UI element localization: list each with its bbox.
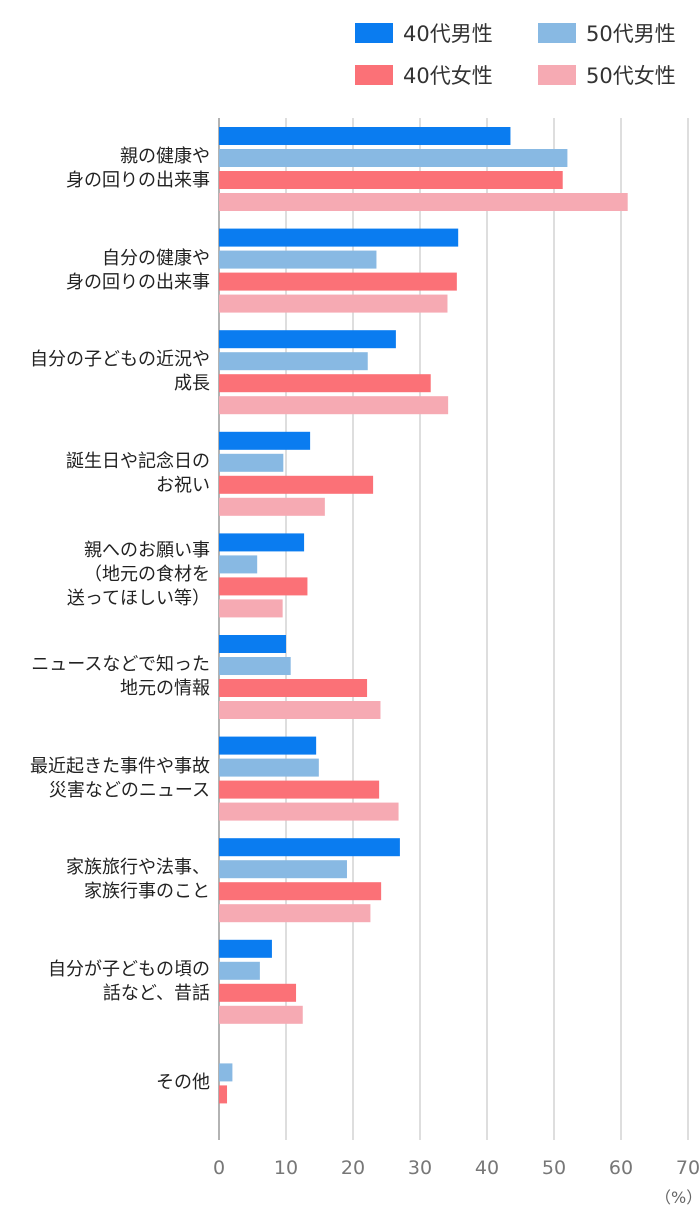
bar-series0-cat1	[219, 228, 459, 247]
bar-series2-cat3	[219, 475, 374, 494]
bar-series2-cat6	[219, 780, 380, 799]
bar-series1-cat8	[219, 961, 260, 980]
bar-series3-cat4	[219, 599, 283, 618]
bar-series2-cat5	[219, 679, 368, 697]
x-tick-label: 0	[213, 1157, 225, 1179]
chart-legend: 40代男性 50代男性 40代女性 50代女性	[355, 18, 700, 90]
category-label-line: 家族行事のこと	[84, 881, 210, 903]
category-label-line: 送ってほしい等）	[66, 588, 210, 610]
legend-item-50s-female: 50代女性	[538, 60, 676, 90]
bar-series1-cat9	[219, 1063, 233, 1082]
bar-series1-cat4	[219, 555, 258, 574]
x-axis-unit: （%）	[655, 1188, 700, 1207]
bar-series2-cat2	[219, 374, 431, 393]
bar-series1-cat5	[219, 657, 291, 675]
bar-series1-cat2	[219, 352, 368, 371]
category-label: ニュースなどで知った地元の情報	[31, 653, 210, 701]
bar-series3-cat8	[219, 1005, 303, 1024]
bar-series3-cat6	[219, 802, 399, 821]
bar-series3-cat3	[219, 497, 325, 516]
bar-series3-cat0	[219, 193, 628, 211]
bar-series3-cat2	[219, 396, 449, 415]
category-label-line: ニュースなどで知った	[31, 654, 210, 675]
category-label: その他	[156, 1071, 210, 1095]
bar-series2-cat4	[219, 577, 308, 596]
category-label-line: 親の健康や	[120, 146, 210, 167]
category-label-line: 災害などのニュース	[48, 779, 210, 801]
category-label-line: 自分の健康や	[102, 247, 210, 269]
category-label-line: 自分の子どもの近況や	[30, 349, 210, 371]
bar-series2-cat8	[219, 983, 297, 1002]
category-label-line: 身の回りの出来事	[66, 271, 210, 293]
x-tick-label: 30	[408, 1157, 432, 1179]
category-label-line: 家族旅行や法事、	[66, 857, 210, 879]
x-tick-label: 20	[341, 1157, 365, 1179]
bar-series1-cat3	[219, 453, 284, 472]
bar-series1-cat6	[219, 758, 319, 777]
category-label-line: 成長	[174, 373, 210, 395]
bar-series1-cat1	[219, 250, 377, 269]
bar-series3-cat1	[219, 294, 448, 313]
category-label-line: 誕生日や記念日の	[66, 450, 210, 472]
category-label-line: 最近起きた事件や事故	[30, 755, 210, 777]
x-tick-label: 10	[274, 1157, 298, 1179]
x-tick-label: 60	[609, 1157, 633, 1179]
bar-series2-cat9	[219, 1085, 228, 1104]
category-label: 家族旅行や法事、 家族行事のこと	[66, 856, 210, 904]
bar-series3-cat5	[219, 701, 381, 719]
legend-label-40s-male: 40代男性	[403, 22, 493, 46]
legend-label-40s-female: 40代女性	[403, 64, 493, 88]
legend-label-50s-male: 50代男性	[586, 22, 676, 46]
category-label-line: 親へのお願い事	[84, 540, 210, 562]
category-label: 親へのお願い事 （地元の食材を 送ってほしい等）	[67, 539, 210, 611]
bar-series0-cat7	[219, 838, 400, 857]
legend-swatch-40s-male	[355, 23, 393, 43]
category-label-line: 地元の情報	[120, 678, 210, 699]
bar-series0-cat6	[219, 736, 317, 755]
x-tick-label: 70	[676, 1157, 700, 1179]
category-label-line: （地元の食材を	[84, 564, 210, 586]
legend-item-50s-male: 50代男性	[538, 18, 676, 48]
category-label: 自分の子どもの近況や 成長	[30, 348, 210, 396]
legend-item-40s-male: 40代男性	[355, 18, 493, 48]
x-tick-label: 40	[475, 1157, 499, 1179]
bar-series3-cat7	[219, 904, 371, 923]
bar-series0-cat8	[219, 939, 272, 958]
bar-series0-cat2	[219, 330, 396, 349]
bar-series0-cat4	[219, 533, 305, 552]
legend-swatch-40s-female	[355, 65, 393, 85]
bar-series1-cat7	[219, 860, 347, 879]
bar-series2-cat1	[219, 272, 457, 291]
category-label: 自分が子どもの頃の 話など、昔話	[48, 958, 210, 1006]
category-label: 誕生日や記念日の お祝い	[66, 450, 210, 498]
category-label-line: 話など、昔話	[102, 982, 210, 1004]
category-label: 親の健康や身の回りの出来事	[66, 145, 210, 193]
category-label: 最近起きた事件や事故 災害などのニュース	[30, 755, 210, 803]
category-label: 自分の健康や 身の回りの出来事	[66, 247, 210, 295]
bar-series0-cat0	[219, 127, 511, 145]
category-label-line: お祝い	[156, 474, 210, 496]
x-tick-label: 50	[542, 1157, 566, 1179]
legend-item-40s-female: 40代女性	[355, 60, 493, 90]
category-label-line: 自分が子どもの頃の	[48, 958, 210, 980]
legend-swatch-50s-male	[538, 23, 576, 43]
legend-label-50s-female: 50代女性	[586, 64, 676, 88]
bar-series0-cat3	[219, 431, 311, 450]
category-label-line: その他	[156, 1072, 210, 1094]
legend-swatch-50s-female	[538, 65, 576, 85]
category-label-line: 身の回りの出来事	[66, 170, 210, 191]
bar-series2-cat7	[219, 882, 382, 901]
bar-series1-cat0	[219, 149, 568, 167]
bar-series2-cat0	[219, 171, 563, 189]
bar-series0-cat5	[219, 635, 286, 653]
